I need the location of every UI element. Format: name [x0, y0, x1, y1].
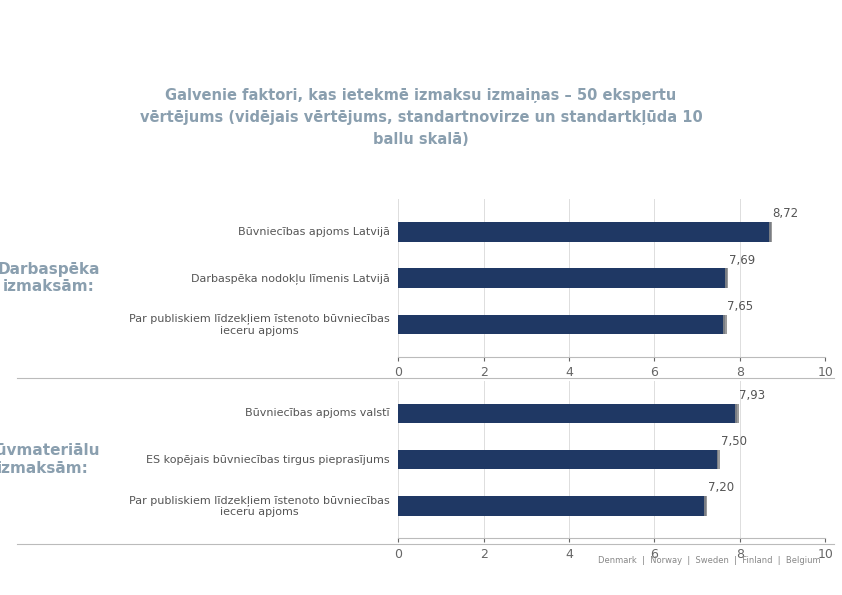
Text: 7,50: 7,50 [721, 435, 747, 448]
Text: OXFORD: OXFORD [772, 12, 821, 23]
Bar [723, 315, 727, 334]
Bar [769, 222, 772, 242]
Text: Būvniecības apjoms Latvijā: Būvniecības apjoms Latvijā [237, 227, 390, 237]
Bar [398, 315, 725, 334]
Bar [398, 222, 770, 242]
Bar [398, 403, 737, 423]
Text: Būvmateriālu
izmaksām:: Būvmateriālu izmaksām: [0, 443, 100, 476]
Text: 7,20: 7,20 [708, 481, 734, 494]
Bar [735, 403, 738, 423]
Bar [717, 450, 720, 469]
Bar [398, 496, 706, 516]
Text: (: ( [788, 19, 798, 43]
Text: ES kopējais būvniecības tirgus pieprasījums: ES kopējais būvniecības tirgus pieprasīj… [147, 455, 390, 465]
Text: 7,93: 7,93 [739, 389, 765, 402]
Bar [725, 268, 728, 288]
Bar [398, 450, 718, 469]
Bar [704, 496, 707, 516]
Text: Par publiskiem līdzekļiem īstenoto būvniecības
ieceru apjoms: Par publiskiem līdzekļiem īstenoto būvni… [129, 495, 390, 517]
Text: Darbaspēka
izmaksām:: Darbaspēka izmaksām: [0, 262, 100, 295]
Text: 7,65: 7,65 [727, 300, 753, 313]
Text: Par publiskiem līdzekļiem īstenoto būvniecības
ieceru apjoms: Par publiskiem līdzekļiem īstenoto būvni… [129, 314, 390, 336]
Bar [398, 268, 727, 288]
Text: 8,72: 8,72 [773, 207, 799, 220]
Text: 7,69: 7,69 [728, 253, 755, 267]
Text: RESEARCH: RESEARCH [786, 42, 821, 48]
Text: Galvenie faktori, kas ietekmē izmaksu izmaiņas – 50 ekspertu
vērtējums (vidējais: Galvenie faktori, kas ietekmē izmaksu iz… [140, 89, 702, 146]
Text: Būvniecības apjoms valstī: Būvniecības apjoms valstī [245, 408, 390, 418]
Text: Darbaspēka nodokļu līmenis Latvijā: Darbaspēka nodokļu līmenis Latvijā [191, 273, 390, 284]
Text: Denmark  |  Norway  |  Sweden  |  Finland  |  Belgium: Denmark | Norway | Sweden | Finland | Be… [599, 556, 821, 565]
